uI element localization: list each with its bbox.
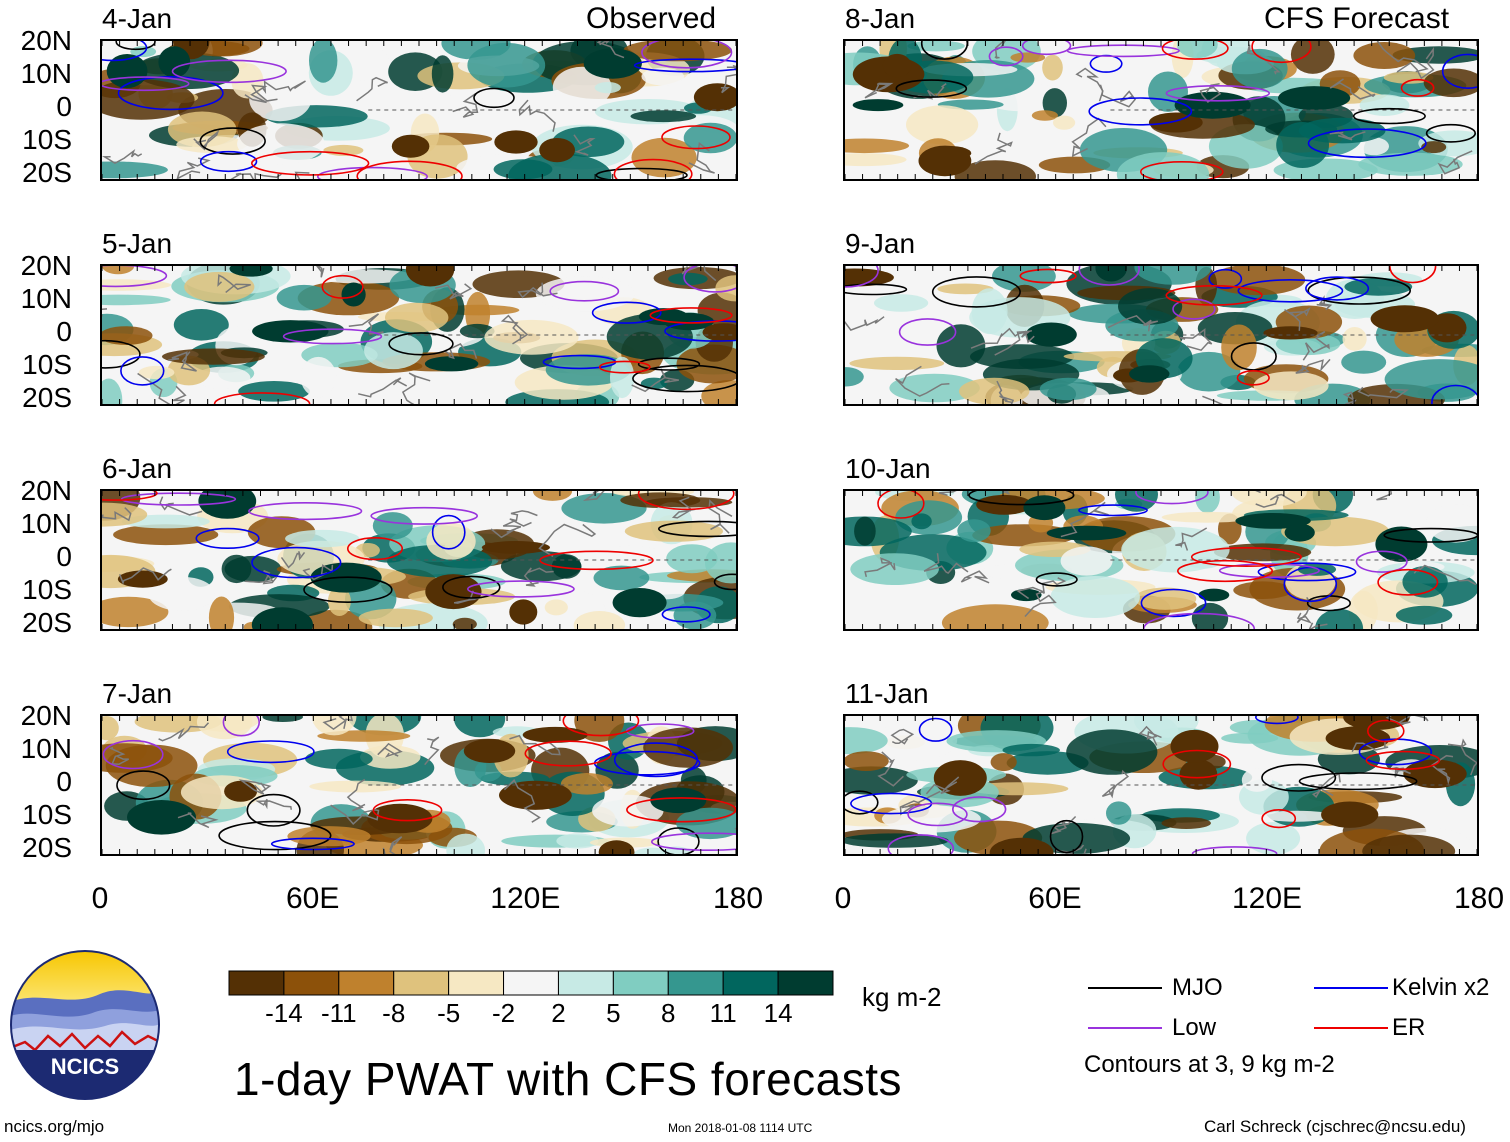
colorbar-tick-label: -2 bbox=[491, 998, 516, 1028]
lon-label: 120E bbox=[490, 882, 561, 915]
pwat-map-11-jan bbox=[843, 714, 1479, 856]
colorbar-swatch bbox=[393, 970, 450, 996]
lon-label: 180 bbox=[712, 882, 764, 915]
logo-text: NCICS bbox=[51, 1054, 119, 1079]
colorbar-tick-label: -11 bbox=[320, 998, 357, 1028]
colorbar-swatch bbox=[612, 970, 669, 996]
colorbar-tick-label: 5 bbox=[606, 998, 621, 1028]
footer-author: Carl Schreck (cjschrec@ncsu.edu) bbox=[1204, 1117, 1466, 1136]
lon-label: 180 bbox=[1453, 882, 1505, 915]
colorbar-swatch bbox=[338, 970, 395, 996]
panel-date-6-jan: 6-Jan bbox=[102, 453, 173, 484]
pwat-map-10-jan bbox=[843, 489, 1479, 631]
pwat-map-4-jan bbox=[100, 39, 738, 181]
panel-date-5-jan: 5-Jan bbox=[102, 228, 173, 259]
lon-label: 0 bbox=[91, 882, 109, 915]
lat-label: 20N bbox=[20, 25, 72, 56]
ncics-logo: NCICS bbox=[10, 950, 160, 1100]
footer-url[interactable]: ncics.org/mjo bbox=[4, 1117, 105, 1136]
legend-line-er bbox=[1314, 1027, 1388, 1029]
observed-label: Observed bbox=[586, 2, 717, 35]
lat-label: 20S bbox=[22, 157, 72, 188]
lat-label: 0 bbox=[56, 541, 72, 572]
footer-timestamp: Mon 2018-01-08 1114 UTC bbox=[668, 1121, 813, 1135]
lon-label: 120E bbox=[1231, 882, 1303, 915]
panel-date-8-jan: 8-Jan bbox=[845, 3, 916, 34]
panel-date-4-jan: 4-Jan bbox=[102, 3, 173, 34]
colorbar-swatch bbox=[722, 970, 779, 996]
legend-line-low bbox=[1088, 1027, 1162, 1029]
lon-label: 0 bbox=[834, 882, 852, 915]
colorbar-tick-label: -5 bbox=[437, 998, 461, 1028]
legend-line-mjo bbox=[1088, 987, 1162, 989]
lat-label: 10S bbox=[22, 799, 72, 830]
colorbar-tick-label: 14 bbox=[763, 998, 793, 1028]
colorbar-tick-label: 2 bbox=[551, 998, 566, 1028]
pwat-map-8-jan bbox=[843, 39, 1479, 181]
legend-label-low: Low bbox=[1172, 1014, 1217, 1041]
colorbar-tick-label: -8 bbox=[382, 998, 406, 1028]
lat-label: 0 bbox=[56, 91, 72, 122]
lat-label: 20S bbox=[22, 607, 72, 638]
colorbar-swatch bbox=[777, 970, 834, 996]
lat-label: 20N bbox=[20, 250, 72, 281]
panel-date-11-jan: 11-Jan bbox=[845, 678, 929, 709]
lat-label: 20S bbox=[22, 832, 72, 863]
colorbar-swatch bbox=[503, 970, 559, 996]
colorbar-tick-label: 11 bbox=[709, 998, 737, 1028]
legend-line-kelvin bbox=[1314, 987, 1388, 989]
lat-label: 20N bbox=[20, 700, 72, 731]
cfs-forecast-label: CFS Forecast bbox=[1264, 2, 1450, 35]
legend-label-mjo: MJO bbox=[1172, 974, 1223, 1001]
pwat-map-7-jan bbox=[100, 714, 738, 856]
panel-date-10-jan: 10-Jan bbox=[845, 453, 931, 484]
colorbar-swatch bbox=[667, 970, 724, 996]
colorbar-swatch bbox=[283, 970, 340, 996]
lat-label: 10S bbox=[22, 124, 72, 155]
lat-label: 10S bbox=[22, 349, 72, 380]
lon-label: 60E bbox=[285, 882, 340, 915]
pwat-map-9-jan bbox=[843, 264, 1479, 406]
lat-label: 20S bbox=[22, 382, 72, 413]
lat-label: 10N bbox=[20, 58, 72, 89]
lat-label: 10N bbox=[20, 283, 72, 314]
pwat-map-5-jan bbox=[100, 264, 738, 406]
lat-label: 20N bbox=[20, 475, 72, 506]
legend-label-kelvin: Kelvin x2 bbox=[1392, 974, 1490, 1001]
colorbar bbox=[228, 970, 834, 996]
legend-label-er: ER bbox=[1392, 1014, 1426, 1041]
colorbar-swatch bbox=[557, 970, 614, 996]
lat-label: 10S bbox=[22, 574, 72, 605]
colorbar-units: kg m-2 bbox=[862, 982, 942, 1012]
colorbar-swatch bbox=[228, 970, 285, 996]
colorbar-swatch bbox=[448, 970, 505, 996]
colorbar-tick-label: -14 bbox=[265, 998, 303, 1028]
panel-date-7-jan: 7-Jan bbox=[102, 678, 173, 709]
panel-date-9-jan: 9-Jan bbox=[845, 228, 916, 259]
main-title: 1-day PWAT with CFS forecasts bbox=[234, 1053, 903, 1105]
lat-label: 10N bbox=[20, 733, 72, 764]
lon-label: 60E bbox=[1028, 882, 1082, 915]
contour-note: Contours at 3, 9 kg m-2 bbox=[1084, 1051, 1335, 1078]
lat-label: 10N bbox=[20, 508, 72, 539]
pwat-map-6-jan bbox=[100, 489, 738, 631]
lat-label: 0 bbox=[56, 316, 72, 347]
colorbar-tick-label: 8 bbox=[661, 998, 676, 1028]
lat-label: 0 bbox=[56, 766, 72, 797]
